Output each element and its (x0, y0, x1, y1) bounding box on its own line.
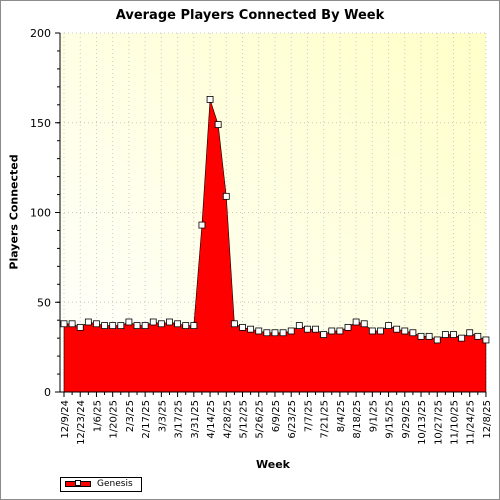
data-point (125, 318, 133, 326)
data-point (385, 322, 392, 329)
x-tick-label: 9/15/25 (385, 400, 396, 439)
x-tick-label: 8/4/25 (336, 400, 347, 432)
data-point (93, 320, 100, 328)
x-tick-label: 3/31/25 (190, 400, 201, 439)
x-tick-label: 3/3/25 (157, 400, 168, 432)
data-point (417, 332, 425, 340)
x-tick-label: 12/8/25 (482, 400, 493, 439)
data-point (441, 331, 449, 338)
data-point (206, 96, 214, 103)
y-tick-label: 50 (37, 296, 51, 309)
x-tick-label: 12/9/24 (60, 400, 71, 439)
x-tick-label: 7/21/25 (320, 400, 331, 439)
data-point (141, 322, 149, 329)
data-point (336, 327, 344, 335)
data-point (166, 318, 173, 326)
data-point (279, 329, 287, 337)
x-tick-label: 10/13/25 (417, 400, 428, 445)
x-tick-label: 4/28/25 (222, 400, 233, 439)
y-tick-label: 100 (30, 207, 51, 220)
x-tick-label: 2/3/25 (125, 400, 136, 432)
legend-swatch (65, 480, 91, 487)
data-point (425, 332, 433, 340)
x-tick-label: 6/9/25 (271, 400, 282, 432)
data-point (198, 221, 206, 229)
data-point (482, 336, 490, 344)
x-axis-label: Week (256, 458, 290, 471)
data-point (84, 318, 92, 326)
data-point (255, 327, 263, 335)
data-point (222, 192, 230, 200)
data-point (360, 320, 368, 328)
chart-title: Average Players Connected By Week (115, 8, 385, 23)
data-point (109, 322, 117, 329)
data-point (320, 331, 328, 338)
x-tick-label: 4/14/25 (206, 400, 217, 439)
data-point (352, 318, 360, 326)
x-tick-label: 6/23/25 (287, 400, 298, 439)
data-point (474, 332, 482, 340)
legend-label: Genesis (97, 479, 133, 489)
data-point (239, 323, 246, 331)
data-point (287, 327, 295, 335)
x-tick-label: 12/23/24 (76, 400, 87, 445)
data-point (368, 327, 376, 335)
x-tick-label: 11/10/25 (449, 400, 460, 445)
data-point (101, 322, 108, 329)
data-point (157, 320, 165, 328)
data-point (133, 322, 141, 329)
data-point (174, 320, 182, 328)
x-tick-label: 9/29/25 (401, 400, 412, 439)
data-point (68, 320, 76, 328)
data-point (214, 121, 222, 128)
y-tick-label: 200 (30, 27, 51, 40)
data-point (409, 329, 417, 337)
data-point (295, 322, 303, 329)
data-point (377, 327, 384, 335)
x-tick-label: 8/18/25 (352, 400, 363, 439)
data-point (263, 329, 271, 337)
data-point (149, 318, 157, 326)
y-tick-label: 150 (30, 117, 51, 130)
data-point (401, 327, 409, 335)
legend: Genesis (60, 477, 142, 492)
x-tick-label: 9/1/25 (368, 400, 379, 432)
x-tick-label: 3/17/25 (174, 400, 185, 439)
data-point (450, 331, 457, 338)
data-point (304, 325, 311, 333)
data-point (393, 325, 401, 333)
data-point (230, 320, 238, 328)
data-point (312, 325, 319, 333)
x-tick-label: 5/26/25 (255, 400, 266, 439)
data-point (60, 320, 68, 328)
data-point (458, 334, 466, 342)
data-point (247, 325, 255, 333)
x-tick-label: 5/12/25 (239, 400, 250, 439)
y-tick-label: 0 (44, 386, 51, 399)
x-tick-label: 11/24/25 (466, 400, 477, 445)
data-point (117, 322, 125, 329)
x-tick-label: 1/6/25 (92, 400, 103, 432)
data-point (328, 327, 336, 335)
data-point (433, 336, 441, 344)
data-point (466, 329, 474, 337)
data-point (76, 323, 84, 331)
data-point (182, 322, 190, 329)
x-tick-label: 7/7/25 (303, 400, 314, 432)
x-tick-label: 1/20/25 (109, 400, 120, 439)
data-point (271, 329, 279, 337)
x-tick-label: 10/27/25 (433, 400, 444, 445)
data-point (344, 323, 352, 331)
data-point (190, 322, 198, 329)
x-tick-label: 2/17/25 (141, 400, 152, 439)
